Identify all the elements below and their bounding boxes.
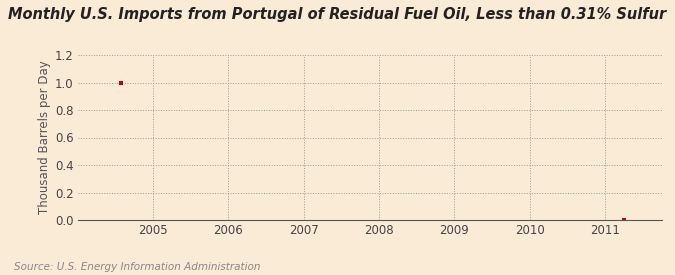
Y-axis label: Thousand Barrels per Day: Thousand Barrels per Day	[38, 60, 51, 215]
Text: Monthly U.S. Imports from Portugal of Residual Fuel Oil, Less than 0.31% Sulfur: Monthly U.S. Imports from Portugal of Re…	[8, 7, 667, 22]
Text: Source: U.S. Energy Information Administration: Source: U.S. Energy Information Administ…	[14, 262, 260, 272]
